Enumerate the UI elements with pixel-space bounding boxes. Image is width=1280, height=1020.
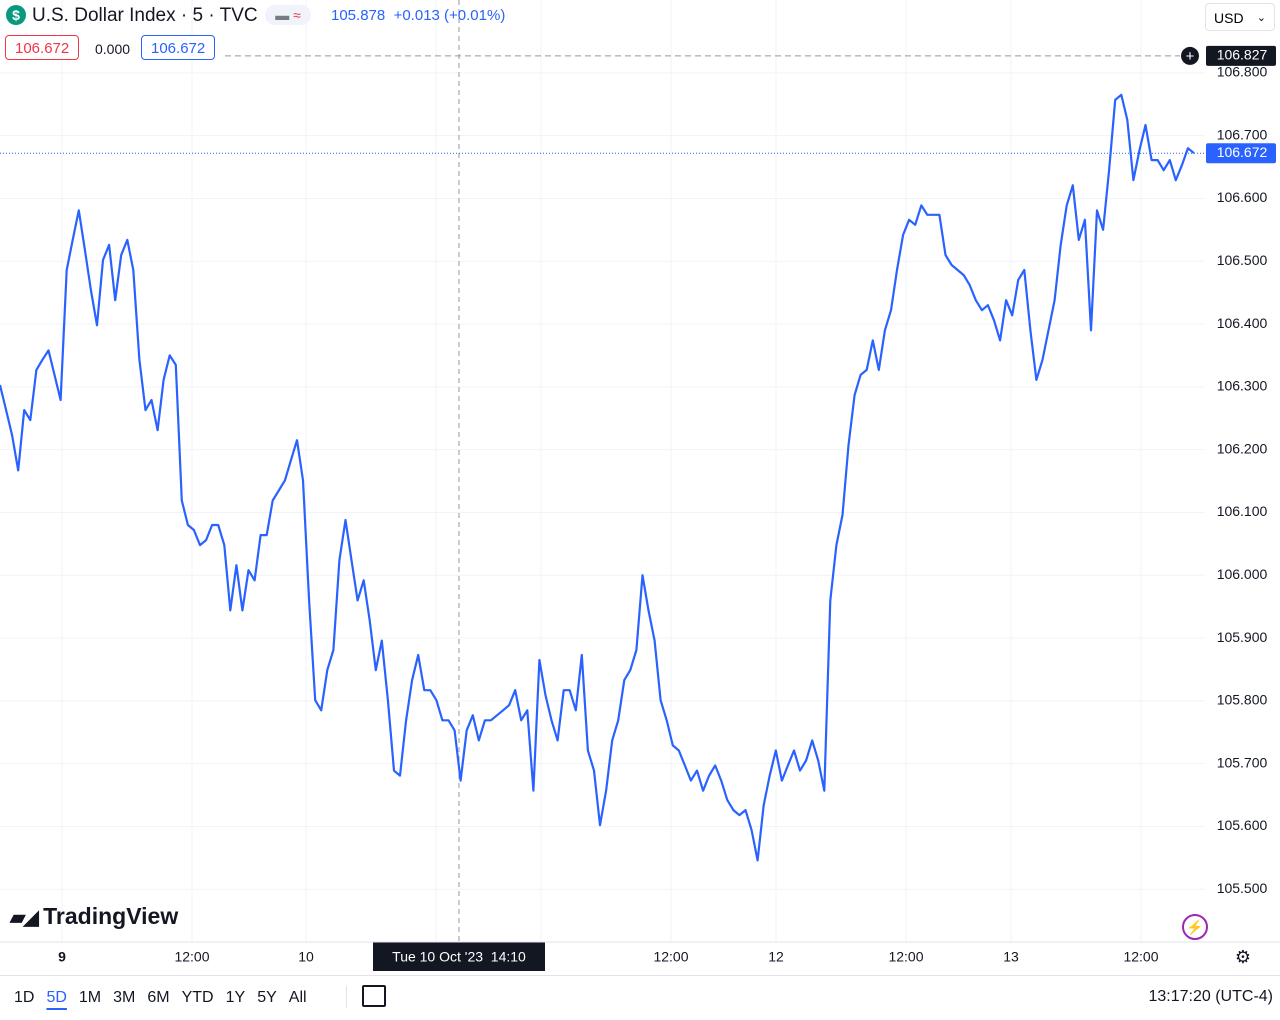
y-tick-label: 105.900: [1217, 629, 1268, 645]
price-line-series: [0, 93, 1195, 862]
crosshair-label: Tue 10 Oct '23 14:10: [392, 949, 526, 965]
period-button[interactable]: 1D: [14, 989, 35, 1006]
status-badge[interactable]: ▬ ≈: [265, 5, 311, 25]
y-tick-label: 106.700: [1217, 126, 1268, 142]
symbol-title[interactable]: U.S. Dollar Index · 5 · TVC: [32, 5, 258, 26]
currency: USD: [1214, 10, 1244, 26]
crosshair-label-bg: [373, 942, 545, 971]
change-pct: (+0.01%): [444, 7, 506, 24]
y-tick-label: 106.100: [1217, 503, 1268, 519]
x-tick-label: 12:00: [888, 949, 923, 965]
price-tag: [1206, 143, 1276, 164]
period-list: 1D 5D 1M 3M 6M YTD 1Y 5Y All: [8, 976, 313, 1020]
price-tag-label: 106.827: [1217, 47, 1268, 63]
add-icon: [1181, 46, 1199, 65]
x-tick-label: 12: [768, 949, 784, 965]
date-range-icon[interactable]: [362, 985, 386, 1007]
y-tick-label: 105.700: [1217, 754, 1268, 770]
brand-text: TradingView: [43, 903, 179, 929]
x-tick-label: 9: [58, 949, 66, 965]
currency-select[interactable]: USD ⌄: [1205, 3, 1275, 31]
price-tag: [1206, 45, 1276, 66]
x-tick-label: 10: [298, 949, 314, 965]
price-tag-label: 106.672: [1217, 144, 1268, 160]
flash-icon[interactable]: ⚡: [1182, 914, 1208, 940]
price: 105.878: [331, 7, 386, 24]
settings-icon: ⚙: [1235, 947, 1251, 967]
y-tick-label: 106.600: [1217, 189, 1268, 205]
period-button[interactable]: 5Y: [257, 989, 277, 1006]
y-tick-label: 106.200: [1217, 440, 1268, 456]
change: +0.013: [393, 7, 440, 24]
x-tick-label: 12:00: [174, 949, 209, 965]
y-tick-label: 106.400: [1217, 315, 1268, 331]
chart: 105.500 105.600 105.700 105.800 105.900 106.0…: [0, 0, 1280, 971]
y-tick-label: 106.000: [1217, 566, 1268, 582]
y-tick-label: 105.500: [1217, 880, 1268, 896]
clock[interactable]: 13:17:20 (UTC-4): [1148, 988, 1274, 1005]
y-tick-label: 106.300: [1217, 378, 1268, 394]
period-button[interactable]: YTD: [181, 989, 214, 1006]
price-info: 105.878 +0.013 (+0.01%): [331, 7, 505, 24]
y-tick-label: 106.500: [1217, 252, 1268, 268]
bid-button[interactable]: 106.672: [5, 35, 80, 60]
period-button[interactable]: All: [288, 989, 307, 1006]
spread: 0.000: [95, 41, 131, 57]
period-button[interactable]: 6M: [147, 989, 170, 1006]
add-plus: +: [1186, 48, 1195, 65]
period-button[interactable]: 1Y: [225, 989, 246, 1006]
x-tick-label: 12:00: [1123, 949, 1158, 965]
y-tick-label: 105.600: [1217, 817, 1268, 833]
y-tick-label: 105.800: [1217, 692, 1268, 708]
x-tick-label: 13: [1003, 949, 1019, 965]
toolbar: 1D 5D 1M 3M 6M YTD 1Y 5Y All 13:17:20 (UTC-4): [0, 975, 1280, 1015]
x-tick-label: 12:00: [653, 949, 688, 965]
brand: ▰◢ TradingView: [10, 903, 179, 929]
period-button[interactable]: 1M: [78, 989, 102, 1006]
symbol-icon: $: [6, 5, 26, 25]
period-button[interactable]: 3M: [113, 989, 136, 1006]
y-tick-label: 106.800: [1217, 64, 1268, 80]
divider: [346, 986, 347, 1008]
period-button[interactable]: 5D: [46, 989, 67, 1006]
ask-button[interactable]: 106.672: [141, 35, 216, 60]
